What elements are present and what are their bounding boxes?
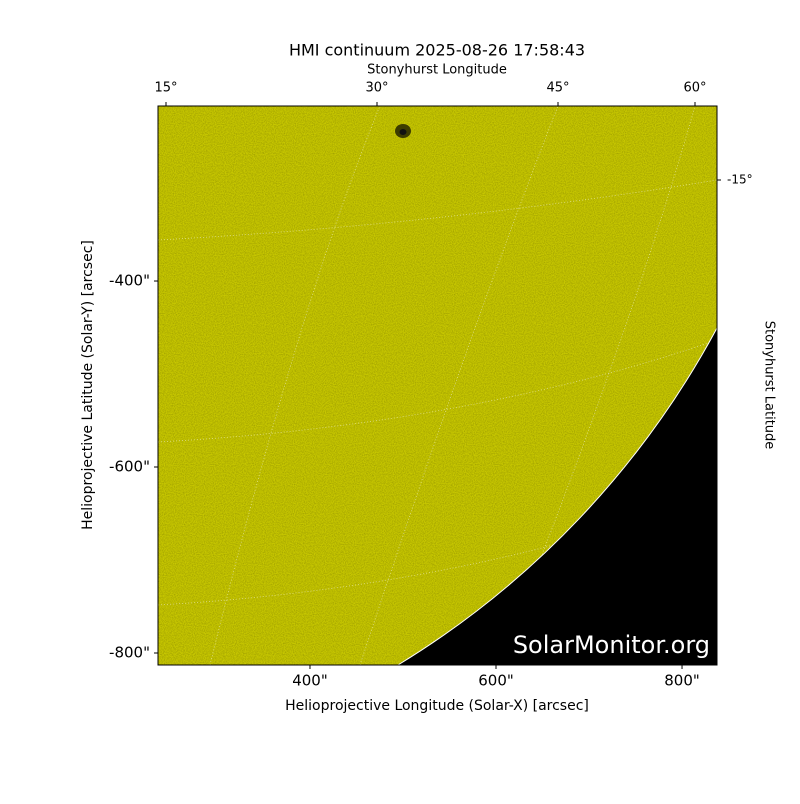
watermark: SolarMonitor.org <box>513 631 710 659</box>
y-tick-label: -400" <box>109 272 150 290</box>
top-axis-label: Stonyhurst Longitude <box>367 63 507 78</box>
top-tick-label: 60° <box>683 81 706 96</box>
off-limb <box>398 328 717 665</box>
right-axis-label: Stonyhurst Latitude <box>762 321 777 450</box>
x-tick-label: 800" <box>664 672 700 690</box>
x-tick-label: 400" <box>292 672 328 690</box>
limb <box>397 327 718 666</box>
plot-frame <box>157 105 718 666</box>
y-tick-label: -600" <box>109 458 150 476</box>
y-axis-label: Helioprojective Latitude (Solar-Y) [arcs… <box>80 240 96 530</box>
chart-title: HMI continuum 2025-08-26 17:58:43 <box>289 41 585 60</box>
top-tick-label: 15° <box>154 81 177 96</box>
top-tick-label: 30° <box>365 81 388 96</box>
sunspot <box>395 124 411 138</box>
right-tick-label: -15° <box>727 173 753 187</box>
x-axis-label: Helioprojective Longitude (Solar-X) [arc… <box>285 698 589 714</box>
top-tick-label: 45° <box>546 81 569 96</box>
x-tick-label: 600" <box>478 672 514 690</box>
y-tick-label: -800" <box>109 644 150 662</box>
